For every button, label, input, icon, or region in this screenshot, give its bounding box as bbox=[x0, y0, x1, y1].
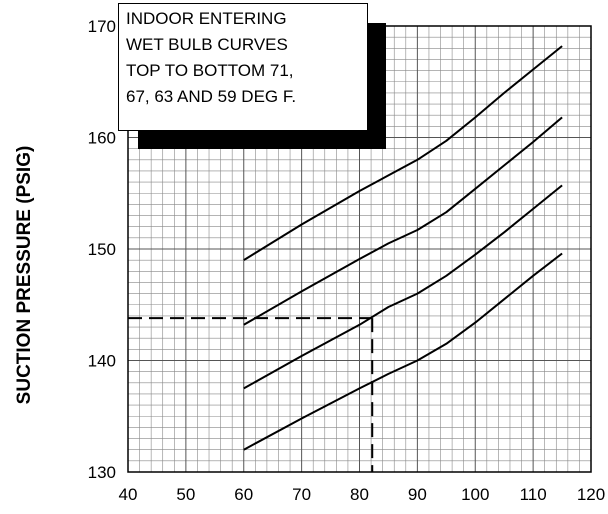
series-line-3 bbox=[243, 184, 563, 390]
x-tick-label: 120 bbox=[577, 485, 605, 504]
y-axis-label: SUCTION PRESSURE (PSIG) bbox=[14, 145, 35, 405]
series-line-2 bbox=[243, 116, 563, 326]
y-tick-labels: 130 140 150 160 170 bbox=[88, 17, 116, 482]
y-tick-label: 140 bbox=[88, 352, 116, 371]
annotation-box: INDOOR ENTERING WET BULB CURVES TOP TO B… bbox=[118, 3, 368, 131]
x-tick-label: 70 bbox=[292, 485, 311, 504]
series-lines bbox=[243, 45, 563, 451]
y-tick-label: 130 bbox=[88, 463, 116, 482]
y-tick-label: 150 bbox=[88, 240, 116, 259]
annotation-line-3: TOP TO BOTTOM 71, bbox=[126, 61, 294, 80]
series-line-4 bbox=[243, 252, 563, 451]
x-tick-labels: 40 50 60 70 80 90 100 110 120 bbox=[119, 485, 606, 504]
x-tick-label: 100 bbox=[461, 485, 489, 504]
annotation-line-2: WET BULB CURVES bbox=[126, 35, 288, 54]
x-tick-label: 60 bbox=[234, 485, 253, 504]
x-tick-label: 80 bbox=[350, 485, 369, 504]
x-tick-label: 50 bbox=[176, 485, 195, 504]
x-tick-label: 40 bbox=[119, 485, 138, 504]
x-tick-label: 90 bbox=[408, 485, 427, 504]
y-tick-label: 170 bbox=[88, 17, 116, 36]
x-tick-label: 110 bbox=[520, 485, 547, 504]
y-tick-label: 160 bbox=[88, 129, 116, 148]
reference-lines bbox=[128, 317, 374, 472]
series-line-1 bbox=[243, 45, 563, 261]
annotation-line-4: 67, 63 AND 59 DEG F. bbox=[126, 87, 297, 106]
annotation-line-1: INDOOR ENTERING bbox=[126, 9, 287, 28]
